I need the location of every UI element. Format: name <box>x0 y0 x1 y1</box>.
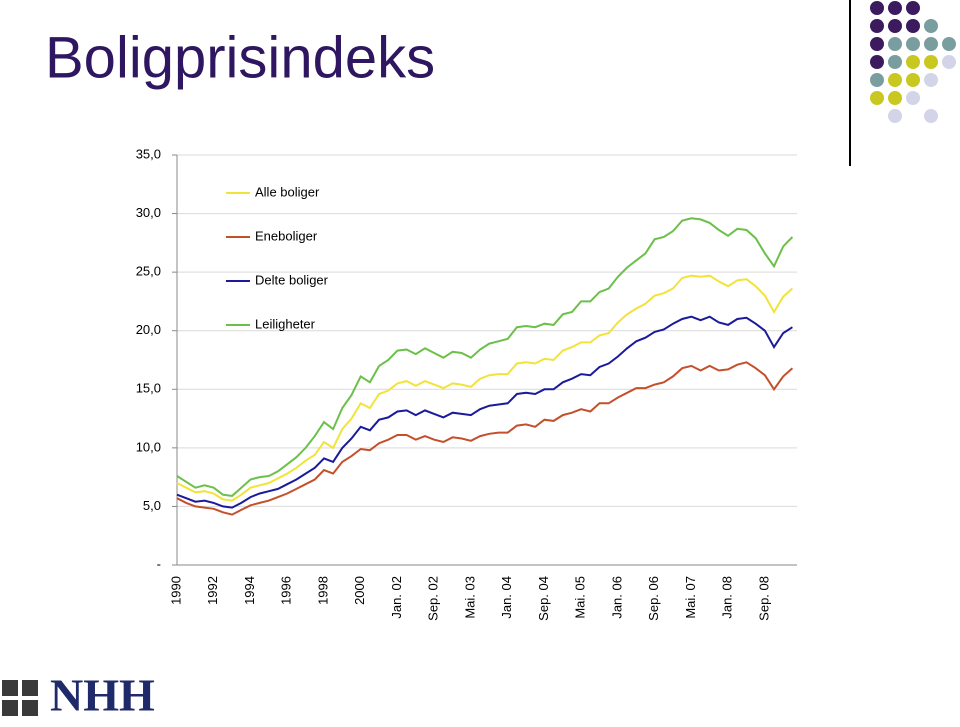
x-tick-label: Mai. 05 <box>573 576 588 619</box>
x-tick-label: Mai. 03 <box>462 576 477 619</box>
y-tick-label: 20,0 <box>136 322 161 337</box>
x-tick-label: Jan. 06 <box>609 576 624 619</box>
x-tick-label: Jan. 02 <box>389 576 404 619</box>
x-tick-label: Sep. 04 <box>536 576 551 621</box>
series-line <box>176 361 794 516</box>
dot <box>924 19 938 33</box>
dot <box>888 91 902 105</box>
dot <box>924 37 938 51</box>
decoration <box>870 1 956 123</box>
dot <box>870 1 884 15</box>
dot <box>906 37 920 51</box>
y-tick-label: 35,0 <box>136 146 161 161</box>
dot <box>870 73 884 87</box>
dot <box>924 109 938 123</box>
dot <box>924 73 938 87</box>
dot <box>942 37 956 51</box>
dot <box>870 55 884 69</box>
legend-label: Alle boliger <box>255 184 320 199</box>
dot <box>906 55 920 69</box>
dot <box>906 73 920 87</box>
legend-label: Eneboliger <box>255 228 318 243</box>
y-tick-label: 5,0 <box>143 498 161 513</box>
dot <box>888 109 902 123</box>
series-line <box>176 217 794 497</box>
chart-title: Boligprisindeks <box>45 25 435 90</box>
series-line <box>176 274 794 502</box>
plot: - 5,0 10,0 15,0 20,0 25,0 30,0 35,0 1990 1992 1994… <box>136 146 797 621</box>
dot <box>924 55 938 69</box>
logo-crest <box>2 700 18 716</box>
x-tick-label: 1998 <box>315 576 330 605</box>
logo-crest <box>2 680 18 696</box>
y-tick-label: 30,0 <box>136 205 161 220</box>
legend-label: Leiligheter <box>255 316 316 331</box>
logo-crest <box>22 700 38 716</box>
x-tick-label: 1990 <box>168 576 183 605</box>
dot <box>906 1 920 15</box>
y-tick-label: 25,0 <box>136 264 161 279</box>
y-tick-label: - <box>157 556 161 571</box>
dot <box>888 55 902 69</box>
dot <box>888 1 902 15</box>
x-tick-label: Sep. 08 <box>756 576 771 621</box>
dot <box>870 91 884 105</box>
x-tick-label: Sep. 06 <box>646 576 661 621</box>
x-tick-label: 1996 <box>279 576 294 605</box>
dot <box>942 55 956 69</box>
x-tick-label: Jan. 04 <box>499 576 514 619</box>
legend-label: Delte boliger <box>255 272 329 287</box>
x-tick-label: 2000 <box>352 576 367 605</box>
logo-crest <box>22 680 38 696</box>
dot <box>870 37 884 51</box>
dot <box>888 73 902 87</box>
logo: NHH <box>2 670 155 721</box>
dot <box>906 19 920 33</box>
x-tick-label: 1992 <box>205 576 220 605</box>
x-tick-label: Jan. 08 <box>720 576 735 619</box>
dot <box>906 91 920 105</box>
y-tick-label: 10,0 <box>136 439 161 454</box>
y-tick-label: 15,0 <box>136 381 161 396</box>
x-tick-label: 1994 <box>242 576 257 605</box>
dot <box>870 19 884 33</box>
logo-text: NHH <box>50 670 155 721</box>
series-line <box>176 315 793 509</box>
x-tick-label: Mai. 07 <box>683 576 698 619</box>
x-tick-label: Sep. 02 <box>426 576 441 621</box>
dot <box>888 19 902 33</box>
dot <box>888 37 902 51</box>
